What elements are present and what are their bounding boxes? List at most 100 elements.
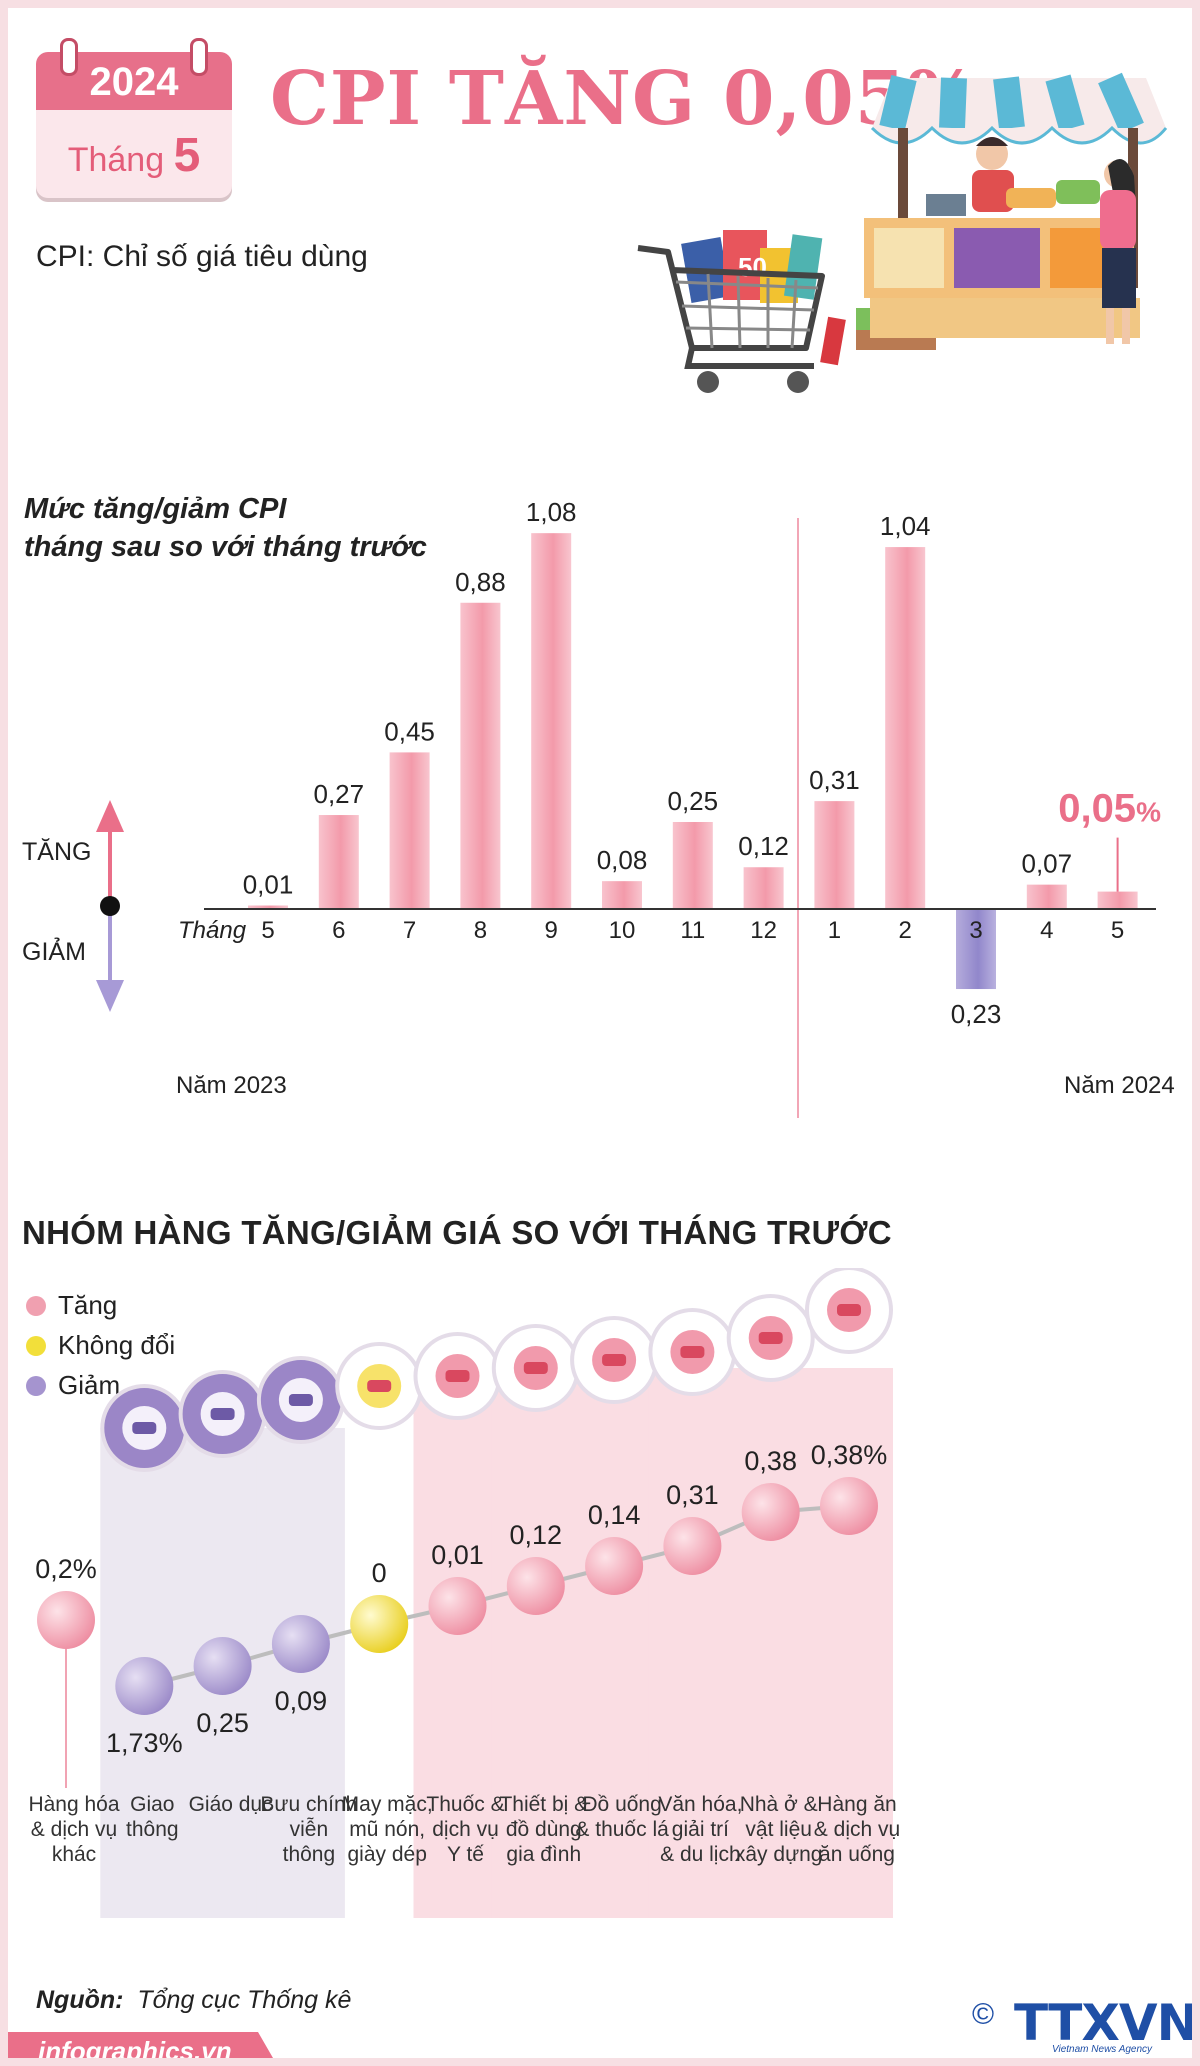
category-label: Văn hóa, giải trí & du lịch — [648, 1792, 752, 1867]
category-label: Đồ uống & thuốc lá — [570, 1792, 674, 1842]
group-value-label: 0,09 — [275, 1686, 328, 1716]
groups-title: NHÓM HÀNG TĂNG/GIẢM GIÁ SO VỚI THÁNG TRƯ… — [22, 1214, 892, 1251]
category-label-line: gia đình — [506, 1843, 582, 1866]
legend-label: Không đổi — [58, 1330, 176, 1360]
bar — [814, 801, 855, 909]
category-label-line: Thuốc & — [426, 1793, 505, 1816]
bar — [743, 867, 784, 909]
calendar-month-number: 5 — [173, 129, 201, 182]
meal-plate-icon — [805, 1268, 893, 1354]
calendar-year: 2024 — [89, 60, 179, 104]
groups-chart: 0,2% 1,73% 0,25 0,09 0 0,01 0,12 0,14 0,31 0,38 0,… — [35, 1268, 893, 1918]
shopping-cart-icon: 50 — [637, 230, 846, 393]
value-ball — [585, 1537, 644, 1595]
category-label-line: Bưu chính — [260, 1793, 358, 1816]
page-title: CPI TĂNG 0,05% — [270, 56, 979, 142]
category-label-line: & thuốc lá — [575, 1818, 669, 1841]
x-tick-label: 5 — [261, 917, 274, 944]
shirt-shoes-icon — [335, 1342, 424, 1430]
legend-item-increase: Tăng — [26, 1288, 117, 1322]
category-label-line: thông — [126, 1818, 179, 1841]
category-label: Thiết bị & đồ dùng gia đình — [492, 1792, 596, 1867]
category-label-line: mũ nón, — [349, 1818, 426, 1841]
category-label: Giao thông — [100, 1792, 204, 1842]
category-column — [570, 1368, 659, 1918]
category-label-line: Y tế — [447, 1843, 484, 1866]
value-ball — [271, 1615, 330, 1673]
drink-cigarette-icon — [570, 1316, 659, 1404]
category-label-line: Đồ uống — [582, 1793, 662, 1816]
bar-value-label: 0,31 — [809, 765, 860, 795]
category-label-line: thông — [282, 1843, 336, 1866]
x-tick-label: 12 — [750, 917, 777, 944]
category-label: Nhà ở & vật liệu xây dựng — [727, 1792, 831, 1867]
footer-site-link[interactable]: infographics.vn — [38, 2036, 232, 2058]
label-increase: TĂNG — [22, 838, 92, 866]
category-label: Bưu chính viễn thông — [257, 1792, 361, 1867]
x-tick-label: 8 — [474, 917, 487, 944]
bar-value-label: 0,12 — [738, 831, 789, 861]
category-label-line: Giáo dục — [188, 1793, 273, 1816]
chart-title: Mức tăng/giảm CPI tháng sau so với tháng… — [24, 490, 427, 566]
category-label: Hàng hóa & dịch vụ khác — [22, 1792, 126, 1867]
label-decrease: GIẢM — [22, 938, 86, 966]
source-line: Nguồn: Tổng cục Thống kê — [36, 1986, 351, 2015]
source-label: Nguồn: — [36, 1986, 124, 2014]
infographic-page: { "header": { "calendar_year": "2024", "… — [8, 8, 1192, 2058]
bar — [672, 822, 713, 909]
bar-value-label: 0,07 — [1021, 849, 1072, 879]
washing-machine-icon — [491, 1324, 580, 1412]
bar — [248, 905, 288, 909]
chart-title-line2: tháng sau so với tháng trước — [24, 531, 427, 563]
x-tick-label: 3 — [969, 917, 982, 944]
category-label-line: Hàng ăn — [817, 1793, 897, 1816]
category-label: Hàng ăn & dịch vụ ăn uống — [805, 1792, 909, 1867]
film-reel-icon — [648, 1308, 737, 1396]
year-label-2023: Năm 2023 — [176, 1072, 287, 1099]
footer-bar — [8, 2032, 273, 2058]
category-label-line: xây dựng — [734, 1843, 823, 1866]
highlight-value-label: 0,05% — [1058, 787, 1161, 831]
category-label-line: giải trí — [671, 1818, 729, 1841]
year-label-2024: Năm 2024 — [1064, 1072, 1175, 1099]
group-value-label: 0,2% — [35, 1554, 97, 1584]
traffic-light-icon — [100, 1384, 189, 1472]
bar — [1026, 884, 1067, 909]
bar — [531, 533, 572, 909]
x-tick-label: 9 — [545, 917, 558, 944]
legend-label: Giảm — [58, 1370, 121, 1400]
pill-icon — [413, 1332, 502, 1420]
category-label-line: viễn — [289, 1818, 329, 1841]
chart-title-line1: Mức tăng/giảm CPI — [24, 493, 287, 525]
group-value-label: 0,25 — [196, 1708, 249, 1738]
highlight-number: 0,05 — [1058, 787, 1136, 831]
category-label-line: Giao — [130, 1793, 175, 1816]
category-column — [726, 1368, 815, 1918]
legend-item-unchanged: Không đổi — [26, 1328, 175, 1362]
category-label-line: Thiết bị & — [499, 1793, 589, 1816]
bar-value-label: 0,27 — [313, 779, 364, 809]
x-tick-label: 2 — [899, 917, 912, 944]
value-ball — [350, 1595, 409, 1653]
x-axis-label: Tháng — [178, 917, 247, 944]
x-tick-label: 4 — [1040, 917, 1053, 944]
value-ball — [37, 1591, 95, 1649]
group-value-label: 1,73% — [106, 1728, 183, 1758]
calendar-badge: 2024 Tháng 5 — [36, 38, 232, 198]
value-ball — [506, 1557, 565, 1615]
category-label: Giáo dục — [179, 1792, 283, 1817]
group-value-label: 0,38 — [744, 1446, 797, 1476]
bar — [602, 881, 642, 909]
value-ball — [663, 1517, 722, 1575]
bar-value-label: 0,08 — [597, 845, 648, 875]
calendar-month: Tháng 5 — [36, 128, 232, 183]
category-column — [648, 1368, 737, 1918]
value-ball — [741, 1483, 800, 1541]
bar-value-label: 0,88 — [455, 567, 506, 597]
x-tick-label: 6 — [332, 917, 345, 944]
bar — [318, 815, 359, 909]
category-label-line: dịch vụ — [432, 1818, 499, 1841]
down-arrow-head-icon — [96, 980, 124, 1012]
bar-value-label: 1,08 — [526, 497, 577, 527]
group-value-label: 0,14 — [588, 1500, 641, 1530]
